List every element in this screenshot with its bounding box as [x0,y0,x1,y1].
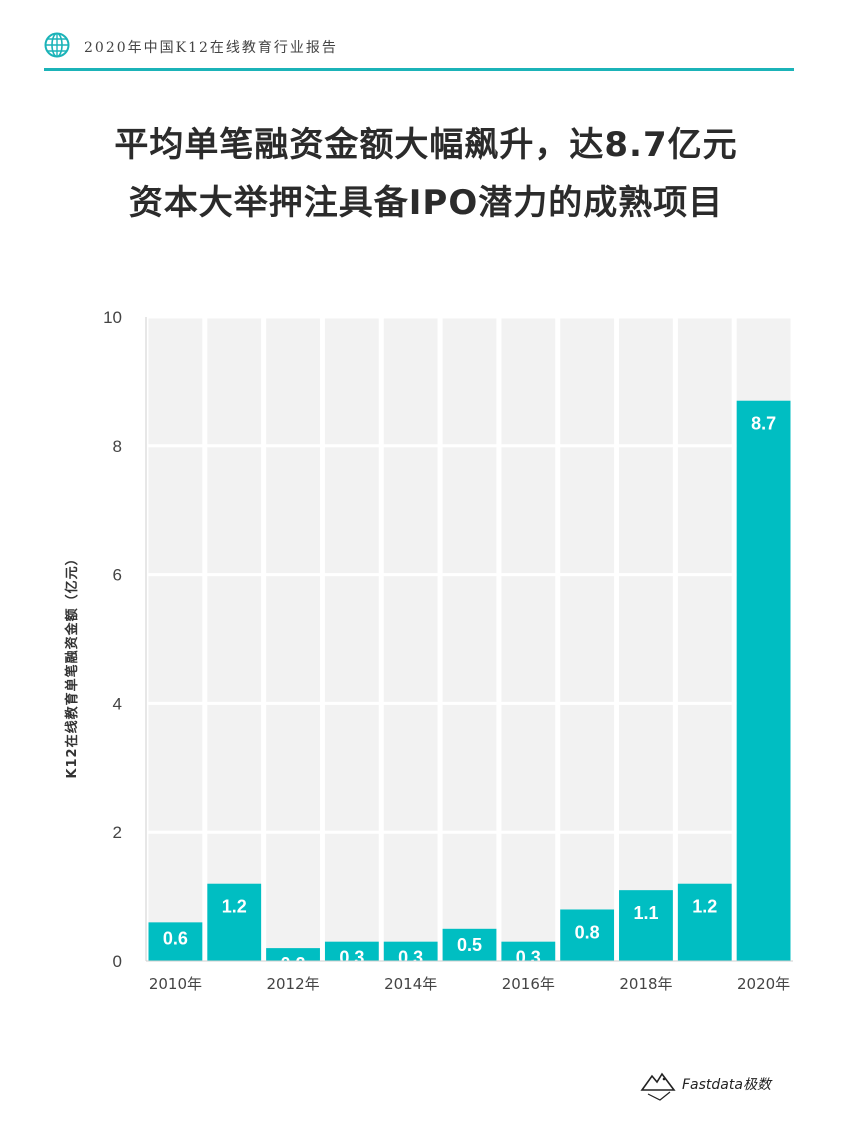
bar [442,928,497,961]
bar [207,883,262,961]
plot-column-bg [266,317,320,961]
mountain-logo-icon [640,1072,676,1101]
bar-value-label: 1.2 [222,897,247,917]
plot-column-bg [619,317,673,961]
headline-line-1: 平均单笔融资金额大幅飙升，达8.7亿元 [114,125,738,165]
header-divider [44,68,794,71]
bar [619,890,673,961]
report-header: 2020年中国K12在线教育行业报告 [44,30,794,71]
bar [677,883,732,961]
bar-value-label: 1.1 [633,903,658,923]
y-axis-label: K12在线教育单笔融资金额（亿元） [64,551,80,778]
plot-column-bg [677,317,732,961]
bar-value-label: 0.8 [575,922,600,942]
plot-column-bg [383,317,438,961]
y-tick-label: 10 [103,308,122,327]
bar [383,941,438,961]
bar [736,400,791,962]
bar-value-label: 0.3 [516,948,541,968]
plot-column-bg [560,317,615,961]
y-tick-label: 4 [113,694,122,713]
bar-value-label: 1.2 [692,897,717,917]
x-tick-label: 2020年 [737,975,790,993]
bar-chart: 0 2 4 6 8 10 K12在线教育单笔融资金额（亿元） 0.6 1.2 0.2 0.3 0.3 0… [64,308,793,993]
bar [148,922,203,961]
bar-value-label: 0.3 [339,948,364,968]
bar [266,948,320,961]
plot-column-bg [442,317,497,961]
plot-column-bg [207,317,262,961]
bar-value-label: 8.7 [751,414,776,434]
bar [501,941,556,961]
bar [560,909,615,961]
brand-name: Fastdata极数 [682,1077,771,1093]
x-tick-label: 2018年 [619,975,672,993]
x-tick-label: 2016年 [502,975,555,993]
x-tick-label: 2014年 [384,975,437,993]
y-tick-label: 2 [113,823,122,842]
plot-column-bg [324,317,379,961]
plot-column-bg [148,317,203,961]
y-tick-label: 0 [113,952,122,971]
y-tick-label: 8 [113,437,122,456]
x-tick-label: 2010年 [149,975,202,993]
x-tick-label: 2012年 [266,975,319,993]
bar-value-label: 0.6 [163,928,188,948]
bar-value-label: 0.5 [457,935,482,955]
bar-value-label: 0.2 [281,954,306,974]
headline-line-2: 资本大举押注具备IPO潜力的成熟项目 [128,183,724,223]
bar-value-label: 0.3 [398,948,423,968]
globe-icon [44,32,70,58]
report-title: 2020年中国K12在线教育行业报告 [84,40,338,56]
y-tick-label: 6 [113,566,122,585]
bar [324,941,379,961]
plot-column-bg [501,317,556,961]
